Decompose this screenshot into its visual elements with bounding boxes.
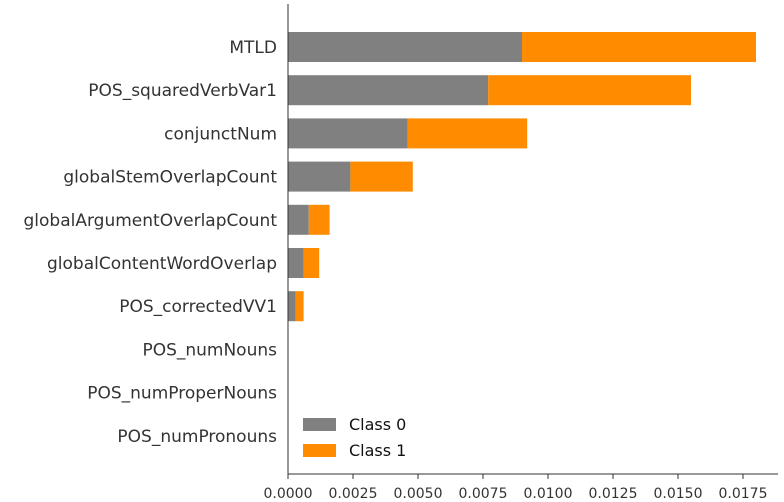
x-tick-label-6: 0.0150: [654, 486, 703, 502]
category-label-4: globalArgumentOverlapCount: [24, 211, 278, 231]
bar-class0-4: [288, 204, 309, 235]
category-labels: MTLD POS_squaredVerbVar1 conjunctNum global…: [24, 38, 278, 447]
x-axis-ticks: 0.0000 0.0025 0.0050 0.0075 0.0100 0.0125 0.01…: [264, 474, 768, 502]
bar-class0-2: [288, 118, 408, 149]
category-label-6: POS_correctedVV1: [119, 297, 277, 317]
category-label-2: conjunctNum: [164, 124, 277, 144]
legend-swatch-1: [303, 444, 336, 457]
category-label-8: POS_numProperNouns: [87, 384, 277, 404]
category-label-1: POS_squaredVerbVar1: [88, 81, 277, 101]
legend-label-1: Class 1: [349, 441, 406, 460]
bar-class0-5: [288, 248, 304, 278]
bar-class1-3: [350, 161, 413, 192]
legend-swatch-0: [303, 418, 336, 431]
legend-label-0: Class 0: [349, 415, 406, 434]
bar-class0-1: [288, 75, 489, 106]
x-tick-label-4: 0.0100: [524, 486, 573, 502]
bar-class1-5: [303, 248, 320, 278]
bar-class1-6: [295, 291, 304, 322]
bar-class1-4: [308, 204, 330, 235]
axes-layer: [287, 4, 778, 475]
category-label-0: MTLD: [229, 38, 277, 58]
x-tick-label-1: 0.0025: [329, 486, 378, 502]
category-label-5: globalContentWordOverlap: [47, 254, 277, 274]
bar-class1-2: [407, 118, 528, 149]
bar-class0-3: [288, 161, 351, 192]
x-tick-label-2: 0.0050: [394, 486, 443, 502]
bar-class1-0: [522, 32, 756, 62]
x-tick-label-3: 0.0075: [459, 486, 508, 502]
category-label-7: POS_numNouns: [142, 340, 277, 360]
bar-class0-0: [288, 32, 522, 62]
x-tick-label-5: 0.0125: [589, 486, 638, 502]
bars-layer: [288, 32, 756, 322]
bar-class0-6: [288, 291, 296, 322]
x-tick-label-0: 0.0000: [264, 486, 313, 502]
legend: Class 0 Class 1: [303, 415, 406, 460]
category-label-3: globalStemOverlapCount: [63, 168, 277, 188]
category-label-9: POS_numPronouns: [117, 427, 277, 447]
x-tick-label-7: 0.0175: [719, 486, 768, 502]
bar-class1-1: [488, 75, 691, 106]
